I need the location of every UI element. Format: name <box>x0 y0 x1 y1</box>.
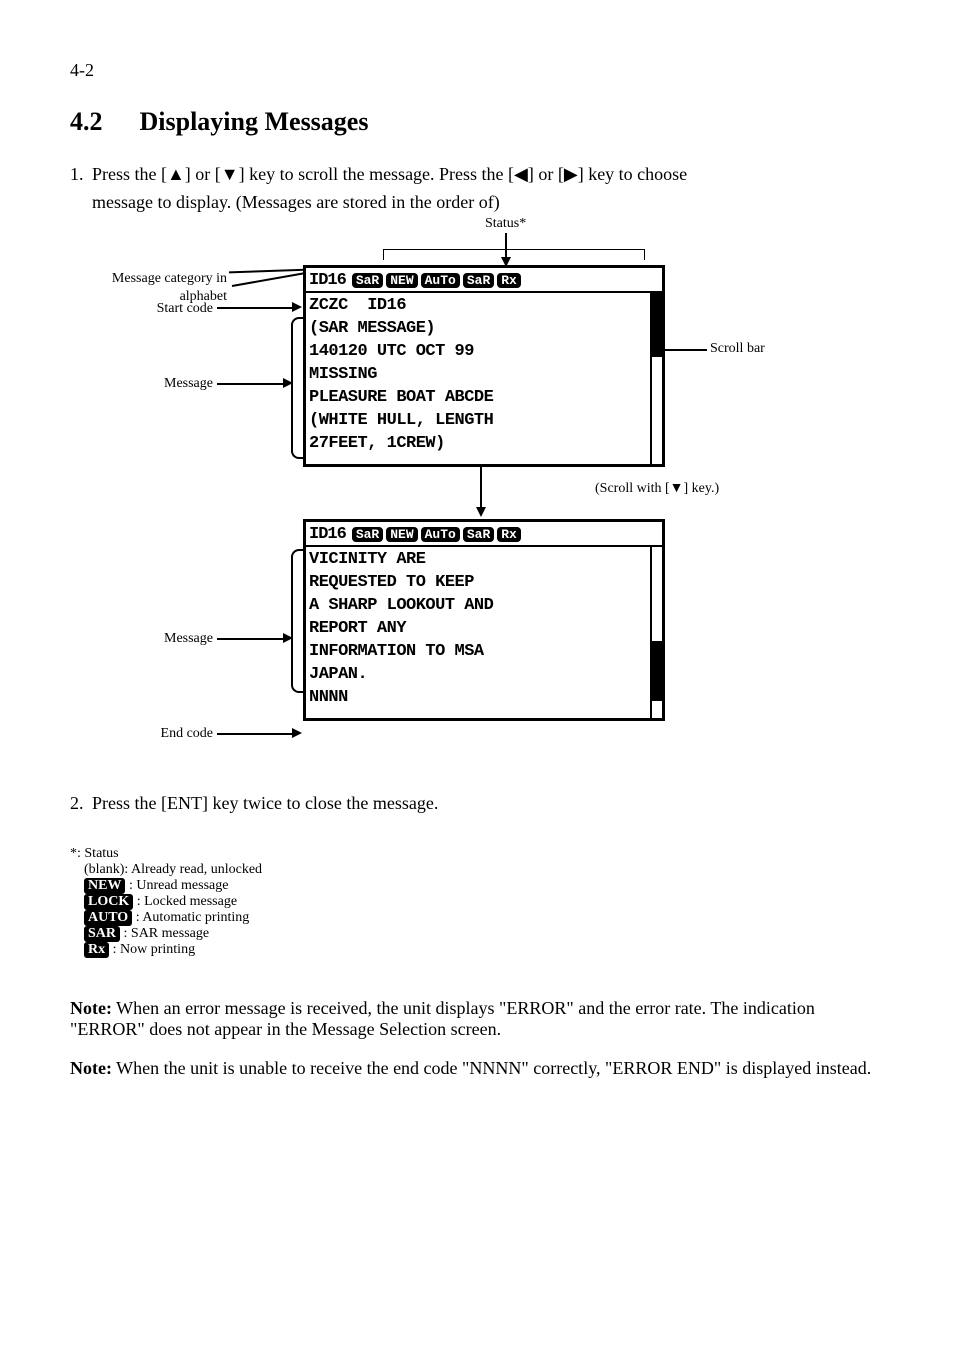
lcd1-badge-4: Rx <box>497 273 521 288</box>
lcd1-body: ZCZC ID16 (SAR MESSAGE) 140120 UTC OCT 9… <box>306 293 662 458</box>
lcd2-id: ID16 <box>309 525 352 544</box>
note2-text: When the unit is unable to receive the e… <box>116 1058 871 1078</box>
status-row-0-k: NEW <box>84 878 125 894</box>
status-row-2-v: : Automatic printing <box>136 910 250 925</box>
lcd2-badge-3: SaR <box>463 527 494 542</box>
step2-text: Press the [ENT] key twice to close the m… <box>92 790 438 818</box>
lcd1-badge-0: SaR <box>352 273 383 288</box>
step2-number: 2. <box>70 790 92 818</box>
arrow-msg2-head <box>283 633 293 643</box>
arrow-end-line <box>217 733 295 735</box>
step1-number: 1. <box>70 161 92 189</box>
lcd1-badge-1: NEW <box>386 273 417 288</box>
status-row-3-v: : SAR message <box>124 926 210 941</box>
status-row-0-v: : Unread message <box>129 878 229 893</box>
arrow-end-head <box>292 728 302 738</box>
section-heading: 4.2 Displaying Messages <box>70 107 884 137</box>
callout-msg2: Message <box>105 630 213 648</box>
step2: 2. Press the [ENT] key twice to close th… <box>70 790 884 818</box>
arrow-msg1-line <box>217 383 285 385</box>
arrow-msgcat-line <box>232 271 313 287</box>
diagram: Message category in alphabet Status* ID1… <box>295 255 755 767</box>
status-row-3-k: SAR <box>84 926 120 942</box>
lcd-screen-2: ID16 SaR NEW AuTo SaR Rx VICINITY ARE RE… <box>303 519 665 721</box>
arrow-scrollbar-head <box>655 344 665 354</box>
lcd-screen-1: ID16 SaR NEW AuTo SaR Rx ZCZC ID16 (SAR … <box>303 265 665 467</box>
step1: 1. Press the [▲] or [▼] key to scroll th… <box>70 161 884 217</box>
note2: Note: When the unit is unable to receive… <box>70 1058 884 1079</box>
lcd1-badge-2: AuTo <box>421 273 460 288</box>
section-title-text: Displaying Messages <box>140 107 369 136</box>
arrow-msg2-line <box>217 638 285 640</box>
lcd2-header: ID16 SaR NEW AuTo SaR Rx <box>306 522 662 547</box>
step1-text2: message to display. (Messages are stored… <box>70 189 884 217</box>
lcd2-scroll-thumb <box>652 641 662 701</box>
status-legend-blank: (blank): Already read, unlocked <box>70 862 884 878</box>
lcd2-badge-0: SaR <box>352 527 383 542</box>
status-bracket <box>383 249 645 260</box>
status-legend: *: Status (blank): Already read, unlocke… <box>70 846 884 958</box>
callout-status: Status* <box>485 215 526 233</box>
brace-msg1 <box>291 317 303 459</box>
status-row-4-v: : Now printing <box>113 942 195 957</box>
note1-label: Note: <box>70 998 112 1018</box>
callout-start-code: Start code <box>105 300 213 318</box>
callout-scrollbar: Scroll bar <box>710 340 790 358</box>
arrow-start-line <box>217 307 295 309</box>
brace-msg2 <box>291 549 303 693</box>
arrow-scrollbar-line <box>665 349 707 351</box>
note1-text: When an error message is received, the u… <box>70 998 815 1039</box>
lcd2-badge-2: AuTo <box>421 527 460 542</box>
lcd2-badge-1: NEW <box>386 527 417 542</box>
lcd1-scrollbar <box>650 292 662 464</box>
callout-end-code: End code <box>105 725 213 743</box>
callout-scroll-note: (Scroll with [▼] key.) <box>595 480 770 498</box>
status-legend-title: *: Status <box>70 846 884 862</box>
callout-msg1: Message <box>105 375 213 393</box>
section-title-number: 4.2 <box>70 107 103 136</box>
lcd2-badge-4: Rx <box>497 527 521 542</box>
arrow-between-line <box>480 467 482 507</box>
status-row-4-k: Rx <box>84 942 109 958</box>
lcd1-header: ID16 SaR NEW AuTo SaR Rx <box>306 268 662 293</box>
page-number: 4-2 <box>70 60 884 81</box>
lcd1-id: ID16 <box>309 271 352 290</box>
status-row-1-v: : Locked message <box>137 894 237 909</box>
lcd2-scrollbar <box>650 546 662 718</box>
note1: Note: When an error message is received,… <box>70 998 884 1040</box>
status-row-1-k: LOCK <box>84 894 133 910</box>
arrow-between-head <box>476 507 486 517</box>
step1-text1: Press the [▲] or [▼] key to scroll the m… <box>92 161 687 189</box>
note2-label: Note: <box>70 1058 112 1078</box>
lcd2-body: VICINITY ARE REQUESTED TO KEEP A SHARP L… <box>306 547 662 712</box>
status-row-2-k: AUTO <box>84 910 132 926</box>
page-root: 4-2 4.2 Displaying Messages 1. Press the… <box>0 0 954 1351</box>
arrow-start-head <box>292 302 302 312</box>
arrow-msg1-head <box>283 378 293 388</box>
lcd1-badge-3: SaR <box>463 273 494 288</box>
